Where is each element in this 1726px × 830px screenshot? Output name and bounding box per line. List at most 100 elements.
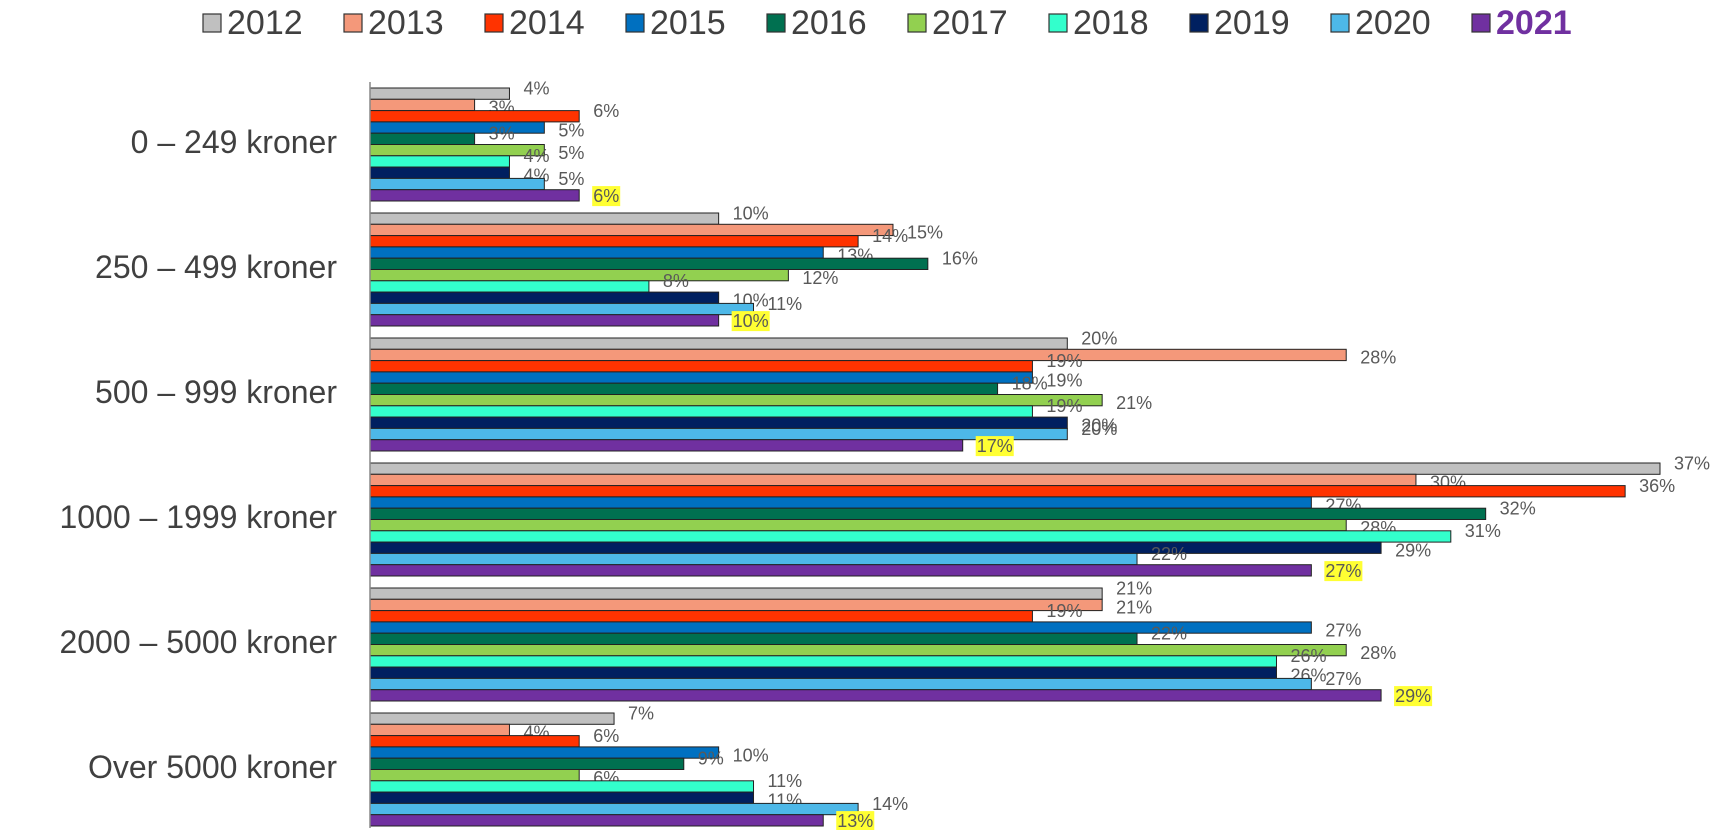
- bar: [369, 791, 755, 804]
- value-label: 29%: [1395, 686, 1431, 706]
- value-label: 14%: [872, 226, 908, 246]
- value-label: 5%: [558, 143, 584, 163]
- bar: [369, 485, 1626, 498]
- value-label: 22%: [1151, 544, 1187, 564]
- bar: [369, 814, 824, 827]
- value-label: 4%: [523, 146, 549, 166]
- bar: [369, 439, 964, 452]
- value-label: 14%: [872, 794, 908, 814]
- bar: [369, 223, 894, 237]
- bar: [369, 269, 789, 282]
- category-label: 500 – 999 kroner: [95, 374, 337, 410]
- bar: [369, 462, 1661, 475]
- value-label: 10%: [733, 203, 769, 223]
- bar: [369, 314, 720, 327]
- bar: [369, 360, 1033, 373]
- bar: [369, 769, 580, 782]
- value-label: 20%: [1081, 328, 1117, 348]
- value-label: 19%: [1046, 601, 1082, 621]
- bar: [369, 610, 1033, 623]
- label-highlight: [975, 436, 1014, 457]
- bar: [369, 132, 476, 145]
- bar: [369, 541, 1382, 554]
- label-highlight: [592, 186, 621, 207]
- bar: [369, 598, 1103, 612]
- legend-swatch: [625, 13, 645, 33]
- value-label: 17%: [977, 436, 1013, 456]
- bar: [369, 427, 1068, 441]
- legend-label: 2013: [368, 4, 444, 42]
- legend-label: 2018: [1073, 4, 1149, 42]
- category-label: 2000 – 5000 kroner: [59, 624, 337, 660]
- legend-label: 2017: [932, 4, 1008, 42]
- value-label: 37%: [1674, 453, 1710, 473]
- value-label: 26%: [1290, 646, 1326, 666]
- legend-label: 2012: [227, 4, 303, 42]
- value-label: 9%: [698, 749, 724, 769]
- bar: [369, 746, 720, 759]
- value-label: 27%: [1325, 620, 1361, 640]
- value-label: 31%: [1465, 521, 1501, 541]
- value-label: 6%: [593, 726, 619, 746]
- bar: [369, 98, 476, 112]
- value-label: 5%: [558, 120, 584, 140]
- value-label: 36%: [1639, 476, 1675, 496]
- bar: [369, 735, 580, 748]
- value-label: 10%: [733, 745, 769, 765]
- value-label: 28%: [1360, 348, 1396, 368]
- bar: [369, 507, 1487, 521]
- value-label: 29%: [1395, 541, 1431, 561]
- legend-label: 2019: [1214, 4, 1290, 42]
- legend-swatch: [1048, 13, 1068, 33]
- legend-swatch: [1189, 13, 1209, 33]
- bar: [369, 280, 650, 293]
- legend-swatch: [1471, 13, 1491, 33]
- legend-swatch: [484, 13, 504, 33]
- legend-label: 2020: [1355, 4, 1431, 42]
- value-label: 27%: [1325, 561, 1361, 581]
- value-label: 11%: [768, 771, 803, 791]
- value-label: 19%: [1046, 396, 1082, 416]
- bar: [369, 291, 720, 304]
- bar: [369, 519, 1347, 532]
- value-label: 12%: [802, 268, 838, 288]
- value-label: 8%: [663, 271, 689, 291]
- bar: [369, 802, 859, 816]
- bar: [369, 382, 999, 396]
- category-label: Over 5000 kroner: [88, 749, 337, 785]
- bar: [369, 666, 1277, 679]
- legend-label: 2014: [509, 4, 585, 42]
- value-label: 19%: [1046, 370, 1082, 390]
- legend-swatch: [766, 13, 786, 33]
- bar: [369, 473, 1417, 487]
- bar: [369, 371, 1033, 384]
- bar: [369, 723, 510, 737]
- label-highlight: [731, 311, 770, 332]
- value-label: 15%: [907, 223, 943, 243]
- value-label: 16%: [942, 249, 978, 269]
- label-highlight: [1394, 686, 1433, 707]
- bar: [369, 189, 580, 202]
- value-label: 28%: [1360, 643, 1396, 663]
- value-label: 11%: [768, 294, 803, 314]
- bar: [369, 712, 615, 725]
- value-label: 27%: [1325, 669, 1361, 689]
- bar: [369, 496, 1312, 509]
- value-label: 20%: [1081, 419, 1117, 439]
- bar: [369, 757, 685, 771]
- category-label: 1000 – 1999 kroner: [59, 499, 337, 535]
- legend-swatch: [907, 13, 927, 33]
- bar: [369, 212, 720, 225]
- bar: [369, 177, 545, 191]
- bar: [369, 564, 1312, 577]
- bar: [369, 644, 1347, 657]
- value-label: 21%: [1116, 578, 1152, 598]
- bar: [369, 416, 1068, 429]
- value-label: 20%: [1081, 416, 1117, 436]
- bar: [369, 110, 580, 123]
- value-label: 32%: [1500, 499, 1536, 519]
- legend-label: 2015: [650, 4, 726, 42]
- value-label: 5%: [558, 169, 584, 189]
- label-highlight: [836, 811, 875, 830]
